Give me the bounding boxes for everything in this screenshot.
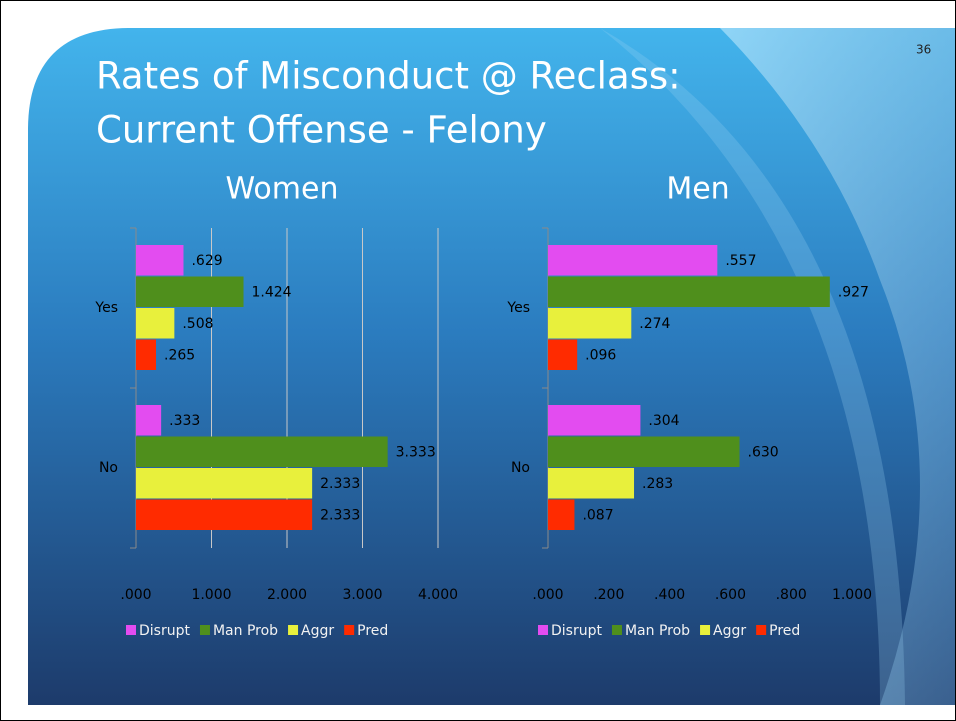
legend-label: Man Prob xyxy=(213,623,278,639)
legend-label: Man Prob xyxy=(625,623,690,639)
x-tick-label: 1.000 xyxy=(832,587,872,603)
data-label: 2.333 xyxy=(320,507,360,523)
x-tick-label: .600 xyxy=(715,587,746,603)
bar xyxy=(136,308,175,339)
data-label: 2.333 xyxy=(320,476,360,492)
bar xyxy=(136,405,162,436)
bar xyxy=(136,276,244,307)
x-tick-label: 1.000 xyxy=(191,587,231,603)
data-label: .508 xyxy=(182,316,213,332)
legend-label: Aggr xyxy=(301,623,334,639)
legend-swatch xyxy=(700,625,711,635)
data-label: .333 xyxy=(169,413,200,429)
data-label: .630 xyxy=(748,444,779,460)
data-label: .557 xyxy=(725,253,756,269)
legend-swatch xyxy=(538,625,548,635)
data-label: 1.424 xyxy=(252,284,292,300)
data-label: .304 xyxy=(648,413,679,429)
bar xyxy=(548,276,830,307)
data-label: .087 xyxy=(582,507,613,523)
bar xyxy=(548,405,641,436)
x-tick-label: .800 xyxy=(776,587,807,603)
bar xyxy=(548,308,632,339)
chart-title: Men xyxy=(666,172,729,207)
bar xyxy=(136,499,313,530)
bar xyxy=(548,339,578,370)
x-tick-label: .000 xyxy=(120,587,151,603)
data-label: .274 xyxy=(639,316,670,332)
data-label: 3.333 xyxy=(396,444,436,460)
legend-swatch xyxy=(611,625,622,635)
y-tick-label: Yes xyxy=(506,300,530,316)
slide-title: Rates of Misconduct @ Reclass: xyxy=(96,55,681,98)
bar xyxy=(548,499,575,530)
bar xyxy=(548,245,718,276)
page-number: 36 xyxy=(916,43,931,57)
x-tick-label: .400 xyxy=(654,587,685,603)
data-label: .927 xyxy=(838,284,869,300)
bar xyxy=(548,436,740,467)
slide-title: Current Offense - Felony xyxy=(96,109,547,152)
x-tick-label: 2.000 xyxy=(267,587,307,603)
legend-swatch xyxy=(756,625,767,635)
legend-label: Pred xyxy=(357,623,388,639)
swoosh xyxy=(720,28,955,705)
swoosh-light xyxy=(600,28,905,705)
x-tick-label: 3.000 xyxy=(342,587,382,603)
bar xyxy=(548,468,635,499)
data-label: .265 xyxy=(164,347,195,363)
bar xyxy=(136,436,388,467)
chart-title: Women xyxy=(226,172,339,207)
bar xyxy=(136,339,157,370)
slide-panel xyxy=(28,28,955,705)
legend-label: Aggr xyxy=(713,623,746,639)
x-tick-label: .200 xyxy=(593,587,624,603)
legend-label: Disrupt xyxy=(139,623,190,639)
data-label: .096 xyxy=(585,347,616,363)
y-tick-label: Yes xyxy=(94,300,118,316)
y-tick-label: No xyxy=(99,460,118,476)
data-label: .629 xyxy=(191,253,222,269)
legend-label: Pred xyxy=(769,623,800,639)
legend-label: Disrupt xyxy=(551,623,602,639)
legend-swatch xyxy=(199,625,210,635)
bar xyxy=(136,245,184,276)
legend-swatch xyxy=(344,625,355,635)
x-tick-label: .000 xyxy=(532,587,563,603)
legend-swatch xyxy=(288,625,299,635)
legend-swatch xyxy=(126,625,136,635)
y-tick-label: No xyxy=(511,460,530,476)
x-tick-label: 4.000 xyxy=(418,587,458,603)
data-label: .283 xyxy=(642,476,673,492)
bar xyxy=(136,468,313,499)
